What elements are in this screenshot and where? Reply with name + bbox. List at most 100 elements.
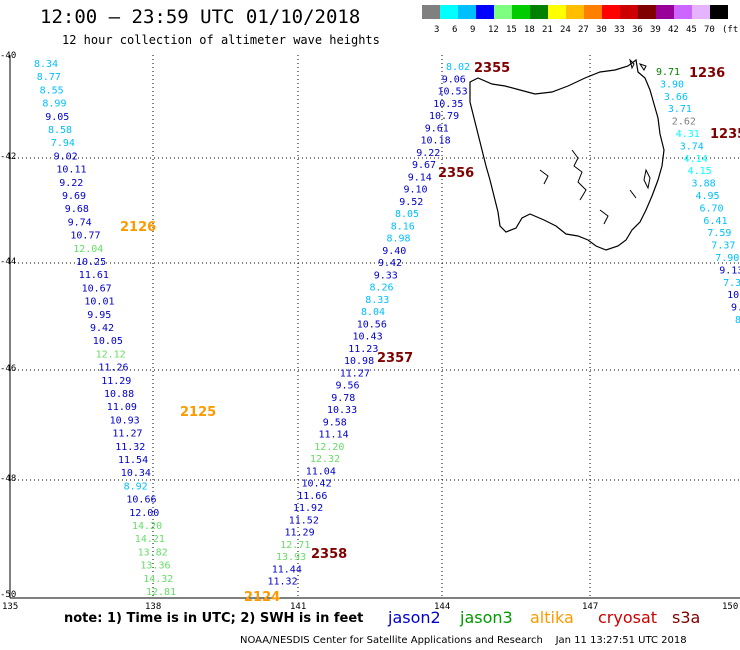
latitude-label: -40 <box>0 51 17 61</box>
wave-reading: 8.26 <box>370 283 394 294</box>
wave-reading: 12.04 <box>73 244 103 255</box>
wave-reading: 11.27 <box>340 368 370 379</box>
wave-reading: 9.67 <box>412 160 436 171</box>
wave-reading: 11.23 <box>348 344 378 355</box>
scale-swatch <box>512 5 530 19</box>
wave-reading: 10.79 <box>429 111 459 122</box>
wave-reading: 13.82 <box>138 547 168 558</box>
wave-readings: 8.348.778.558.999.058.587.949.0210.119.2… <box>34 59 740 598</box>
wave-reading: 9.22 <box>59 178 83 189</box>
scale-swatch <box>692 5 710 19</box>
tasmania-coast-detail <box>539 149 637 225</box>
wave-reading: 9.13 <box>719 265 740 276</box>
time-label: 2357 <box>377 351 413 366</box>
legend-s3a: s3a <box>672 608 701 627</box>
longitude-label: 147 <box>582 602 599 612</box>
tasmania-coastline <box>469 58 665 251</box>
wave-reading: 9.14 <box>408 172 432 183</box>
wave-reading: 10.34 <box>121 468 151 479</box>
time-label: 1235 <box>710 127 740 142</box>
wave-reading: 10.43 <box>353 332 383 343</box>
wave-reading: 11.29 <box>285 528 315 539</box>
wave-reading: 9.02 <box>54 151 78 162</box>
latitude-label: -50 <box>0 590 17 600</box>
wave-reading: 8.34 <box>34 59 58 70</box>
longitude-label: 141 <box>290 602 307 612</box>
wave-reading: 9.61 <box>425 123 449 134</box>
wave-reading: 10.33 <box>327 405 357 416</box>
wave-reading: 3.71 <box>668 104 692 115</box>
wave-reading: 11.52 <box>289 515 319 526</box>
wave-reading: 4.31 <box>676 129 700 140</box>
longitude-label: 138 <box>145 602 162 612</box>
grid-lines <box>10 55 740 598</box>
wave-reading: 4.15 <box>688 166 712 177</box>
wave-reading: 7.3 <box>723 278 740 289</box>
wave-reading: 12.20 <box>314 442 344 453</box>
wave-reading: 10.42 <box>302 479 332 490</box>
scale-swatch <box>458 5 476 19</box>
wave-reading: 8.04 <box>361 307 385 318</box>
legend-altika: altika <box>530 608 574 627</box>
north-islands <box>629 58 647 71</box>
wave-reading: 9.71 <box>656 67 680 78</box>
wave-reading: 9.74 <box>68 217 92 228</box>
wave-reading: 9.42 <box>90 323 114 334</box>
wave-reading: 9.95 <box>87 310 111 321</box>
wave-reading: 9.10 <box>404 185 428 196</box>
time-label: 2124 <box>244 590 280 605</box>
wave-reading: 10.77 <box>70 231 100 242</box>
wave-reading: 4.14 <box>684 154 708 165</box>
wave-reading: 13.93 <box>276 552 306 563</box>
wave-reading: 10.01 <box>84 297 114 308</box>
latitude-label: -44 <box>0 257 17 267</box>
wave-reading: 10.18 <box>421 136 451 147</box>
scale-label: 24 <box>560 25 571 35</box>
time-label: 2355 <box>474 61 510 76</box>
wave-reading: 7.94 <box>51 138 75 149</box>
longitude-label: 144 <box>434 602 451 612</box>
wave-reading: 9.40 <box>382 246 406 257</box>
wave-reading: 10.67 <box>82 283 112 294</box>
wave-reading: 9.52 <box>399 197 423 208</box>
page-title: 12:00 – 23:59 UTC 01/10/2018 <box>40 6 361 28</box>
wave-reading: 9.69 <box>62 191 86 202</box>
wave-reading: 10.11 <box>56 165 86 176</box>
wave-reading: 8.55 <box>40 85 64 96</box>
wave-reading: 8.58 <box>48 125 72 136</box>
wave-reading: 12.71 <box>280 540 310 551</box>
wave-reading: 9. <box>731 303 740 314</box>
wave-reading: 3.74 <box>680 141 704 152</box>
wave-reading: 10.35 <box>433 99 463 110</box>
wave-reading: 9.68 <box>65 204 89 215</box>
maria-island <box>643 168 651 190</box>
time-label: 2356 <box>438 166 474 181</box>
scale-swatch <box>566 5 584 19</box>
time-label: 1236 <box>689 66 725 81</box>
wave-reading: 3.88 <box>692 179 716 190</box>
scale-label: 6 <box>452 25 458 35</box>
time-label: 2358 <box>311 547 347 562</box>
longitude-label: 150 <box>722 602 739 612</box>
scale-swatch <box>710 5 728 19</box>
legend-jason3: jason3 <box>460 608 513 627</box>
wave-reading: 10.93 <box>110 415 140 426</box>
wave-reading: 8.33 <box>365 295 389 306</box>
wave-reading: 10.56 <box>357 319 387 330</box>
wave-reading: 10.98 <box>344 356 374 367</box>
latitude-label: -46 <box>0 364 17 374</box>
wave-reading: 8.98 <box>387 234 411 245</box>
wave-reading: 4.95 <box>696 191 720 202</box>
note-text: note: 1) Time is in UTC; 2) SWH is in fe… <box>64 611 364 626</box>
scale-label: 9 <box>470 25 476 35</box>
page-subtitle: 12 hour collection of altimeter wave hei… <box>62 33 380 47</box>
time-label: 2125 <box>180 405 216 420</box>
scale-swatch <box>476 5 494 19</box>
wave-reading: 11.66 <box>297 491 327 502</box>
wave-reading: 11.09 <box>107 402 137 413</box>
scale-label: 39 <box>650 25 661 35</box>
credit-text: NOAA/NESDIS Center for Satellite Applica… <box>240 635 687 646</box>
wave-reading: 6.70 <box>699 203 723 214</box>
scale-label: 36 <box>632 25 643 35</box>
wave-reading: 10.05 <box>93 336 123 347</box>
